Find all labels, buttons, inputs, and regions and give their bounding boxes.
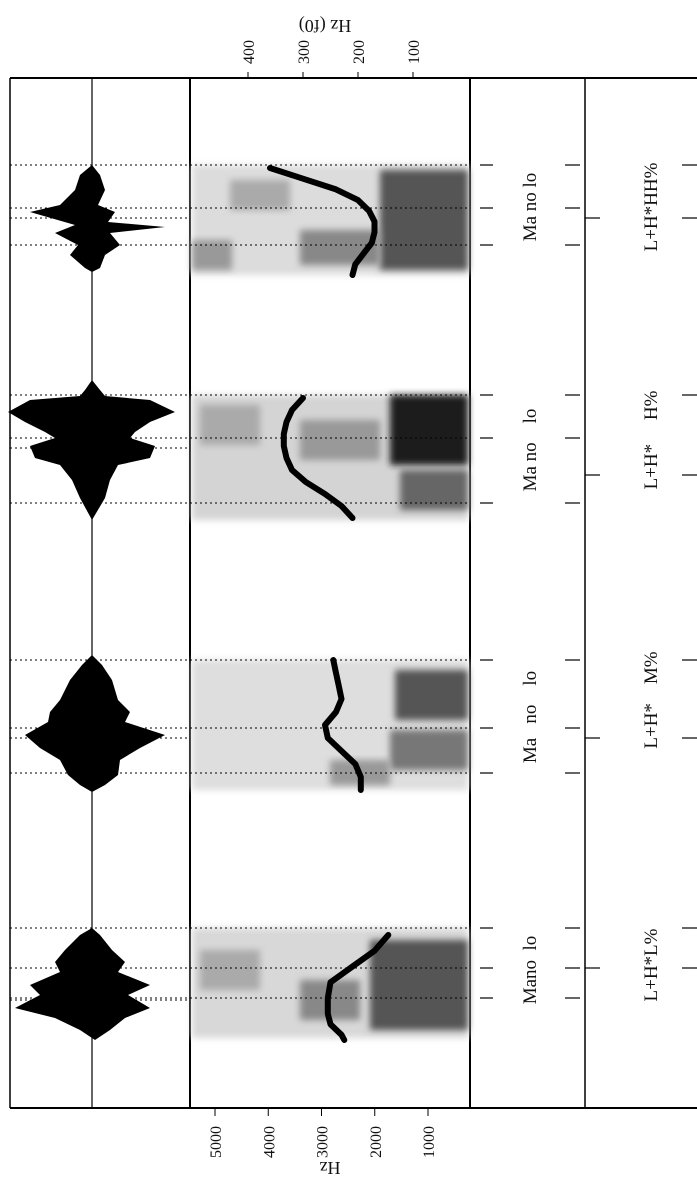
tier-ticks: [480, 164, 697, 246]
tier-ticks: [480, 659, 697, 774]
spectrogram: [192, 660, 468, 790]
f0-axis-label: Hz (f0): [299, 15, 351, 36]
tone-tier-text: L+H*L%: [641, 928, 662, 1001]
boundary-lines: [10, 927, 470, 1001]
f0-tick-label: 200: [351, 40, 368, 64]
f0-contour: [324, 932, 392, 1043]
hz-axis: 5000 4000 3000 2000 1000 Hz: [208, 1108, 438, 1178]
word-tier-text: Ma no lo: [520, 671, 541, 763]
f0-contour: [280, 395, 356, 521]
f0-tick-label: 100: [406, 40, 423, 64]
tier-ticks: [480, 927, 697, 999]
f0-contour: [267, 165, 378, 278]
hz-axis-label: Hz: [320, 1158, 341, 1178]
waveform: [8, 380, 175, 520]
waveform: [25, 655, 165, 792]
panel-1: Ma no lo L+H*HH%: [10, 162, 697, 278]
hz-tick-label: 4000: [261, 1126, 278, 1158]
spectrogram: [192, 165, 468, 275]
boundary-lines: [10, 164, 470, 246]
panel-3: Ma no lo L+H* M%: [10, 651, 697, 793]
f0-axis-ticks: 400 300 200 100: [241, 40, 423, 78]
hz-tick-label: 2000: [368, 1126, 385, 1158]
hz-tick-label: 1000: [421, 1126, 438, 1158]
f0-contour: [322, 657, 364, 793]
f0-tick-label: 300: [296, 40, 313, 64]
waveform: [30, 165, 165, 272]
panel-4: Mano lo L+H*L%: [10, 927, 697, 1043]
tone-tier-text: L+H* H%: [641, 390, 662, 489]
waveform: [15, 928, 150, 1040]
word-tier-text: Ma no lo: [520, 173, 541, 242]
f0-axis: 400 300 200 100 Hz (f0): [241, 15, 423, 78]
panel-2: Ma no lo L+H* H%: [8, 380, 697, 521]
hz-axis-ticks: 5000 4000 3000 2000 1000: [208, 1108, 438, 1158]
tone-tier-text: L+H*HH%: [641, 162, 662, 251]
boundary-lines: [10, 394, 470, 504]
hz-tick-label: 5000: [208, 1126, 225, 1158]
hz-tick-label: 3000: [315, 1126, 332, 1158]
f0-tick-label: 400: [241, 40, 258, 64]
boundary-lines: [10, 659, 470, 774]
tone-tier-text: L+H* M%: [641, 651, 662, 748]
word-tier-text: Mano lo: [520, 936, 541, 1005]
word-tier-text: Ma no lo: [520, 409, 541, 492]
tier-ticks: [480, 394, 697, 504]
